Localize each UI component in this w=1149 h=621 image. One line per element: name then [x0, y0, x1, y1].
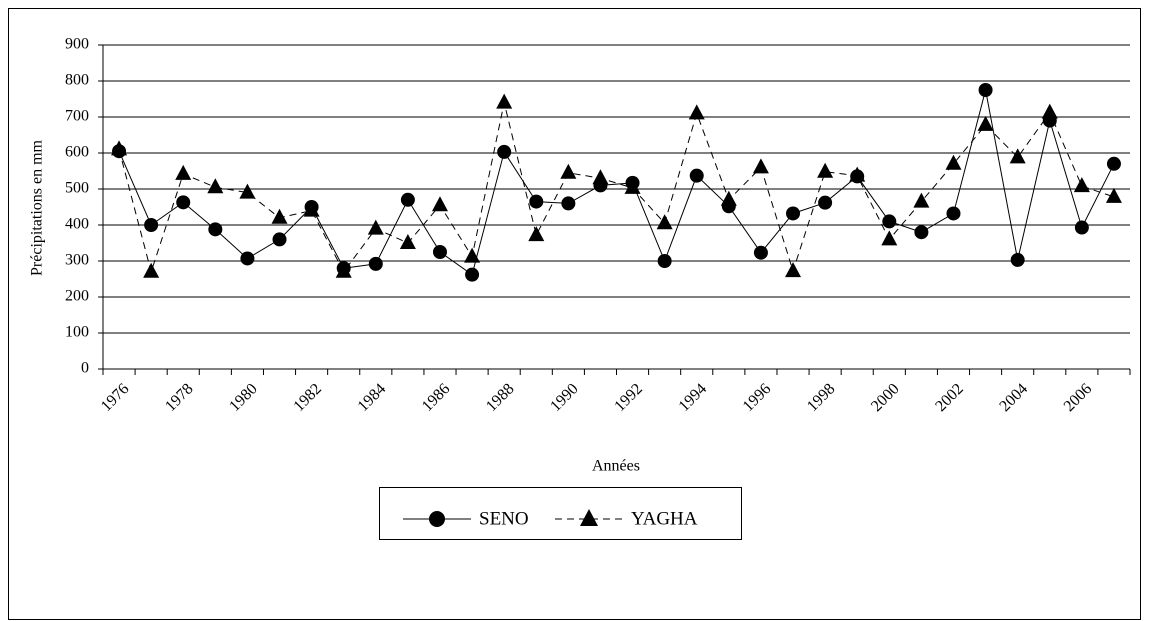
point — [368, 256, 383, 271]
point — [689, 168, 704, 183]
x-tick-label: 2000 — [868, 380, 903, 415]
point — [143, 262, 160, 278]
point — [528, 226, 545, 242]
x-tick-label: 2002 — [932, 380, 967, 415]
point — [946, 206, 961, 221]
point — [1074, 220, 1089, 235]
point — [786, 206, 801, 221]
point — [207, 178, 224, 194]
point — [271, 208, 288, 224]
point — [1009, 148, 1026, 164]
point — [496, 93, 513, 109]
x-tick-label: 1992 — [611, 380, 646, 415]
point — [529, 194, 544, 209]
point — [465, 267, 480, 282]
point — [1105, 187, 1122, 203]
point — [1106, 156, 1121, 171]
y-tick-label: 900 — [65, 36, 89, 53]
point — [367, 219, 384, 235]
series-line — [118, 102, 1115, 274]
x-tick-label: 1994 — [676, 380, 711, 415]
point — [464, 247, 481, 263]
x-axis-label: Années — [592, 458, 640, 475]
point — [753, 245, 768, 260]
point — [399, 234, 416, 249]
y-tick-label: 400 — [65, 216, 89, 233]
point — [335, 262, 352, 278]
y-tick-label: 700 — [65, 108, 89, 125]
point — [656, 214, 673, 230]
point — [720, 190, 737, 206]
point — [592, 169, 609, 185]
x-tick-label: 1980 — [226, 380, 261, 415]
point — [431, 196, 448, 212]
point — [240, 251, 255, 266]
point — [657, 254, 672, 268]
legend-label: YAGHA — [631, 508, 698, 529]
legend-marker — [580, 509, 598, 526]
point — [175, 164, 192, 180]
point — [849, 166, 866, 182]
y-tick-label: 500 — [65, 180, 89, 197]
point — [752, 158, 769, 174]
point — [176, 195, 191, 210]
point — [785, 262, 802, 278]
x-tick-label: 1988 — [483, 380, 518, 415]
x-tick-label: 1998 — [804, 380, 839, 415]
y-tick-label: 100 — [65, 324, 89, 341]
point — [239, 183, 256, 199]
x-tick-label: 1984 — [355, 380, 390, 415]
legend-marker — [429, 511, 445, 527]
point — [561, 196, 576, 211]
point — [400, 192, 415, 207]
y-tick-label: 800 — [65, 72, 89, 89]
point — [977, 115, 994, 131]
point — [978, 83, 993, 97]
x-tick-label: 1978 — [162, 380, 197, 415]
x-tick-label: 1986 — [419, 380, 454, 415]
point — [945, 154, 962, 170]
y-tick-label: 200 — [65, 288, 89, 305]
x-tick-label: 1990 — [547, 380, 582, 415]
point — [1073, 177, 1090, 193]
point — [817, 162, 834, 178]
point — [208, 222, 223, 237]
point — [144, 218, 159, 232]
point — [914, 225, 929, 240]
point — [881, 230, 898, 246]
y-tick-label: 0 — [81, 360, 89, 377]
x-tick-label: 1982 — [290, 380, 325, 415]
point — [688, 104, 705, 120]
point — [272, 232, 287, 247]
frame — [8, 8, 1141, 620]
x-tick-label: 2004 — [996, 380, 1031, 415]
point — [303, 201, 320, 217]
x-tick-label: 2006 — [1061, 380, 1096, 415]
point — [882, 214, 897, 229]
legend-label: SENO — [479, 508, 529, 529]
point — [818, 195, 833, 210]
point — [497, 144, 512, 159]
point — [560, 163, 577, 179]
y-axis-label: Précipitations en mm — [29, 139, 46, 276]
y-tick-label: 300 — [65, 252, 89, 269]
point — [1010, 252, 1025, 267]
point — [432, 245, 447, 259]
point — [913, 192, 930, 208]
x-tick-label: 1996 — [740, 380, 775, 415]
series-line — [118, 89, 1115, 276]
y-tick-label: 600 — [65, 144, 89, 161]
x-tick-label: 1976 — [98, 380, 133, 415]
point — [1041, 103, 1058, 119]
point — [624, 178, 641, 194]
point — [111, 140, 128, 156]
